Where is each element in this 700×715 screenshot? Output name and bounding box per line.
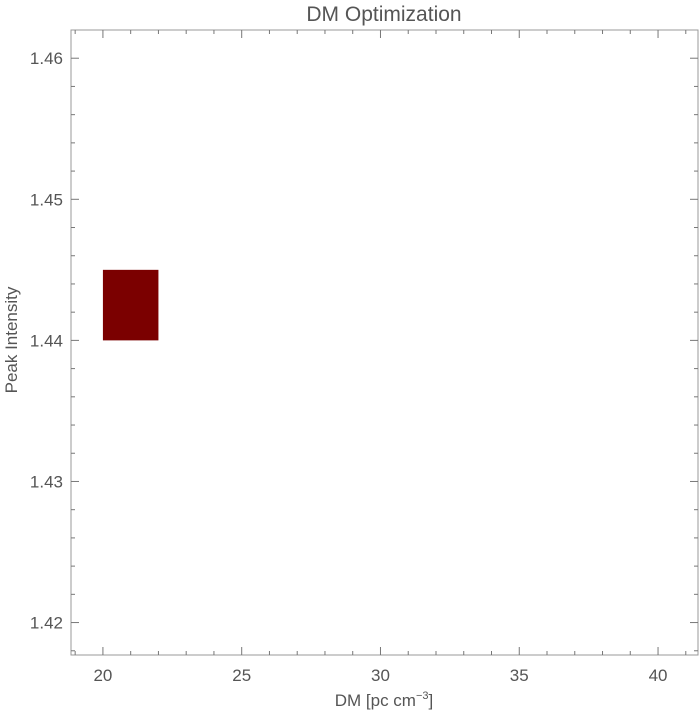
y-tick-label: 1.45 [30,190,63,209]
x-axis-label: DM [pc cm−3] [335,690,434,710]
x-tick-label: 25 [232,666,251,685]
x-tick-label: 30 [371,666,390,685]
x-label-end: ] [429,691,434,710]
y-tick-label: 1.44 [30,331,63,350]
plot-frame [70,29,699,656]
x-tick-label: 35 [510,666,529,685]
chart-title: DM Optimization [306,3,461,26]
y-tick-label: 1.43 [30,472,63,491]
y-tick-label: 1.46 [30,49,63,68]
y-tick-label: 1.42 [30,614,63,633]
x-tick-label: 40 [649,666,668,685]
x-label-main: DM [pc cm [335,691,416,710]
x-tick-label: 20 [93,666,112,685]
cell [102,269,159,341]
y-axis-label: Peak Intensity [2,286,21,393]
x-label-sup: −3 [416,690,429,702]
